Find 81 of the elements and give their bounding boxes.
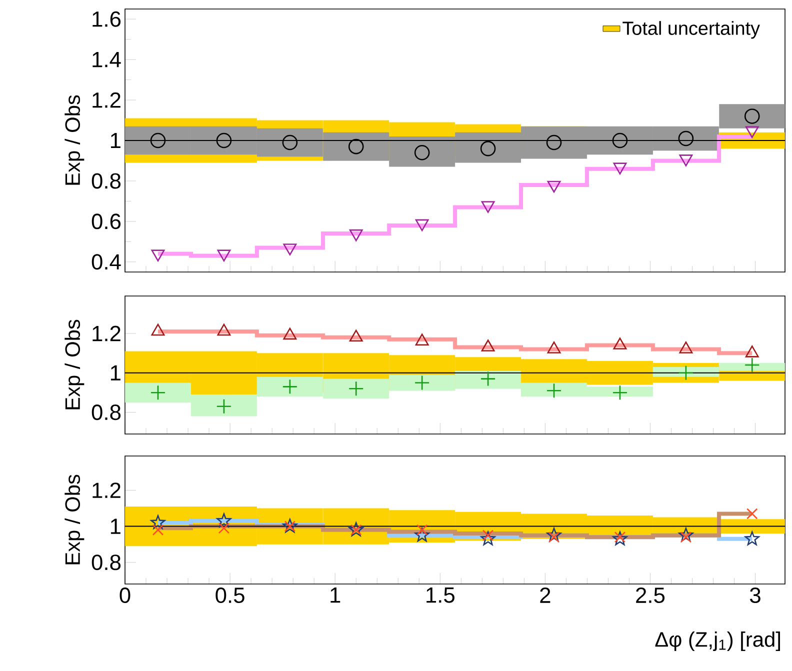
point <box>678 365 694 381</box>
point <box>480 371 496 386</box>
point <box>680 532 692 543</box>
point <box>151 250 165 262</box>
point <box>679 154 693 166</box>
point <box>414 144 430 160</box>
x-tick-label: 1.5 <box>426 588 454 603</box>
point <box>744 531 760 546</box>
point <box>612 531 628 546</box>
point <box>415 219 429 232</box>
y-axis-title: Exp / Obs <box>64 95 84 185</box>
point <box>349 330 363 342</box>
point <box>217 250 231 262</box>
y-tick-label: 1 <box>110 518 120 534</box>
x-tick-label: 0.5 <box>216 588 244 604</box>
point <box>216 132 232 148</box>
point <box>746 508 758 520</box>
point <box>679 342 693 354</box>
y-tick-label: 1.6 <box>92 11 121 27</box>
x-tick-label: 2 <box>540 588 550 603</box>
point <box>547 180 561 193</box>
point <box>150 132 166 148</box>
y-axis-title: Exp / Obs <box>64 320 84 410</box>
point <box>218 522 230 534</box>
point <box>546 382 562 398</box>
point <box>414 375 430 390</box>
y-tick-label: 1.2 <box>92 326 120 342</box>
y-tick-label: 1.2 <box>92 92 120 108</box>
point <box>546 134 562 150</box>
bar <box>719 519 786 534</box>
point <box>481 340 495 352</box>
x-tick-label: 0 <box>120 588 130 604</box>
x-tick-label: 1 <box>330 588 340 603</box>
y-axis-title: Exp / Obs <box>64 474 84 564</box>
point <box>480 531 496 546</box>
y-tick-label: 0.6 <box>92 214 121 230</box>
point <box>217 324 231 336</box>
point <box>613 162 627 174</box>
point <box>678 130 694 146</box>
point <box>216 513 232 528</box>
point <box>349 229 363 242</box>
point <box>415 334 429 346</box>
point <box>678 528 694 542</box>
point <box>414 528 430 542</box>
point <box>613 338 627 350</box>
point <box>283 328 297 340</box>
y-tick-label: 1 <box>110 132 120 148</box>
point <box>150 515 166 530</box>
y-tick-label: 0.8 <box>92 173 121 189</box>
point <box>744 357 760 373</box>
point <box>282 134 298 150</box>
x-tick-label: 2.5 <box>636 588 665 604</box>
point <box>416 524 428 536</box>
point <box>548 532 560 543</box>
point <box>546 528 562 542</box>
point <box>150 384 166 400</box>
point <box>151 324 165 336</box>
point <box>614 532 626 543</box>
point <box>216 398 232 414</box>
y-tick-label: 1 <box>110 365 120 380</box>
point <box>612 384 628 400</box>
point <box>152 524 164 536</box>
point <box>547 342 561 354</box>
point <box>744 108 760 124</box>
point <box>480 140 496 156</box>
y-tick-label: 1.2 <box>92 482 120 498</box>
point <box>348 381 364 396</box>
point <box>481 201 495 213</box>
y-tick-label: 0.8 <box>92 404 121 420</box>
x-tick-label: 3 <box>750 588 760 604</box>
x-axis-title: Δφ (Z,j$_{1}$) [rad] <box>655 632 780 652</box>
point <box>282 379 298 394</box>
y-tick-label: 0.4 <box>92 254 121 270</box>
y-tick-label: 0.8 <box>92 554 121 570</box>
point <box>283 244 297 256</box>
point <box>612 132 628 148</box>
point <box>745 346 759 358</box>
y-tick-label: 1.4 <box>92 52 121 68</box>
point <box>348 138 364 154</box>
legend-label: Total uncertainty <box>622 21 760 39</box>
point <box>482 530 494 541</box>
